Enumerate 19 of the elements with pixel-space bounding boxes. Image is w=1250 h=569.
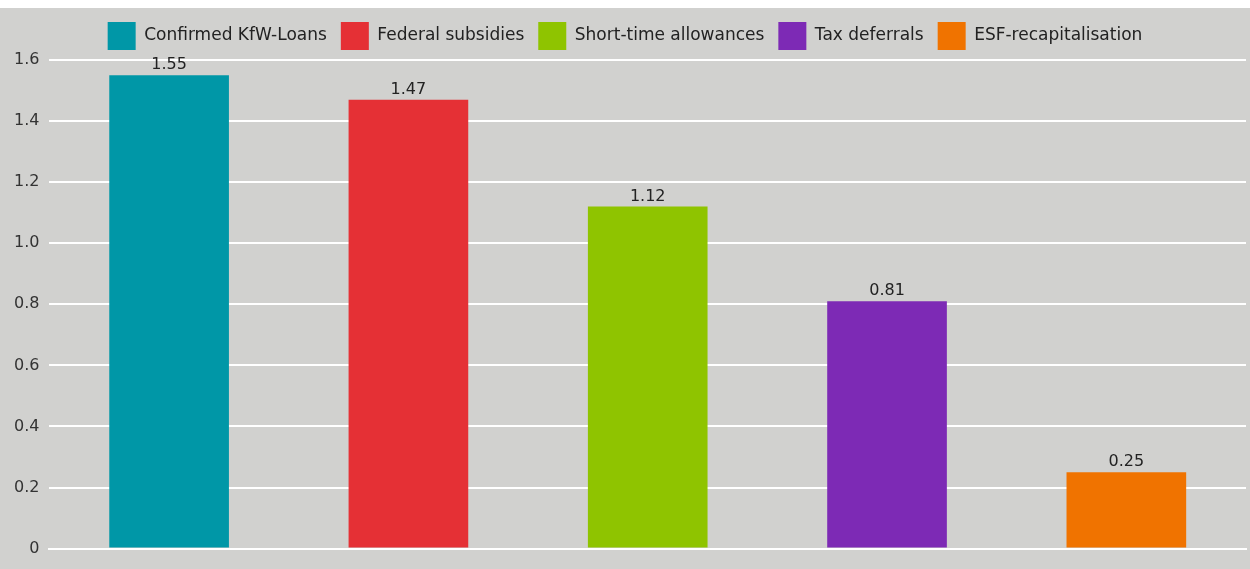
legend-label: Tax deferrals xyxy=(813,24,924,45)
y-tick-label: 0.6 xyxy=(13,354,40,374)
legend-label: ESF-recapitalisation xyxy=(974,24,1143,45)
y-tick-label: 1.6 xyxy=(13,49,40,69)
data-label: 0.81 xyxy=(869,280,905,300)
data-label: 1.47 xyxy=(390,78,427,98)
legend-label: Confirmed KfW-Loans xyxy=(144,24,327,45)
legend-label: Short-time allowances xyxy=(574,24,765,45)
y-tick-label: 1.4 xyxy=(13,110,40,130)
y-tick-label: 1.2 xyxy=(13,171,40,191)
y-tick-label: 0.8 xyxy=(13,293,40,313)
y-tick-label: 1.0 xyxy=(13,232,40,252)
data-label: 1.55 xyxy=(151,54,187,74)
data-label: 1.12 xyxy=(629,185,666,205)
y-tick-label: 0 xyxy=(29,537,40,557)
y-tick-label: 0.4 xyxy=(13,415,40,435)
legend-label: Federal subsidies xyxy=(377,24,525,45)
y-tick-label: 0.2 xyxy=(13,476,40,496)
data-label: 0.25 xyxy=(1108,451,1145,471)
